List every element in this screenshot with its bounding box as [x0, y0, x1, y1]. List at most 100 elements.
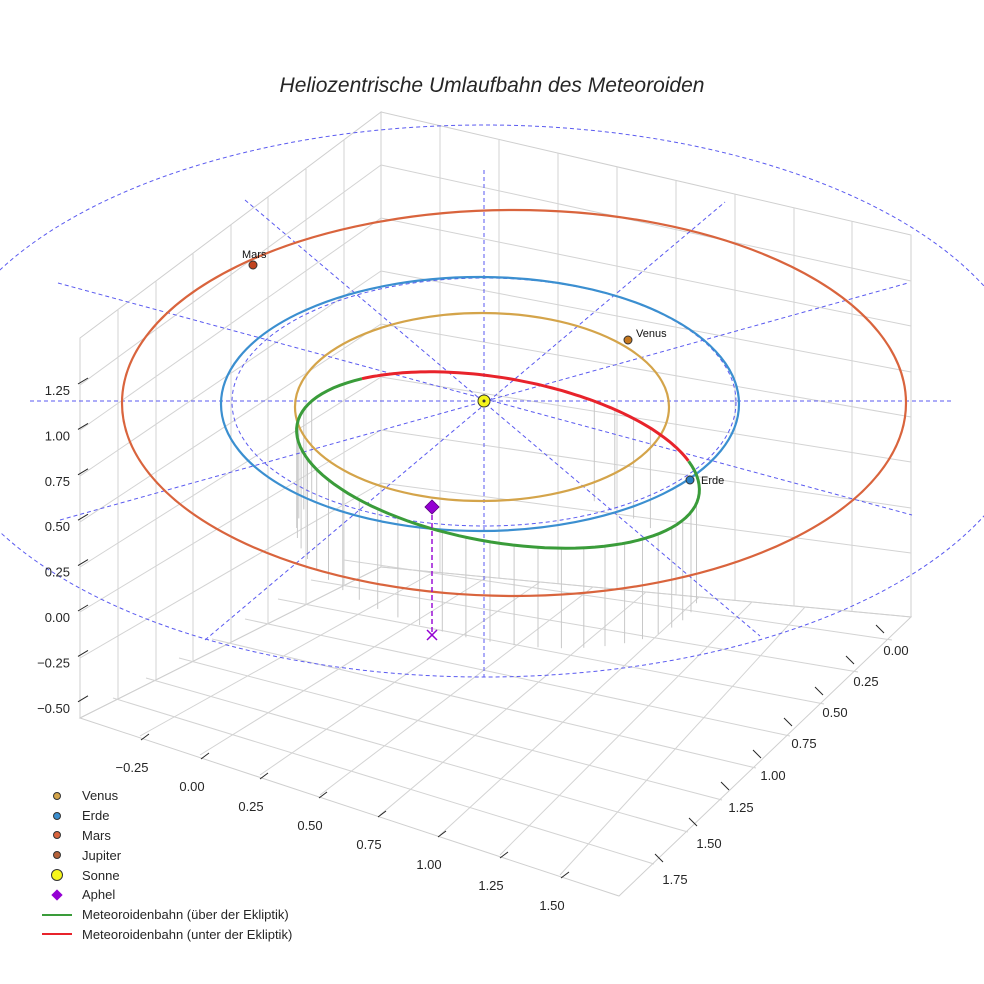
y-tick-mark	[752, 749, 762, 759]
x-tick-label: −0.25	[116, 760, 149, 775]
legend-symbol	[40, 828, 74, 842]
legend: Venus Erde Mars Jupiter Sonne Aphel Meteoroide…	[40, 786, 292, 944]
meteoroid-orbit	[295, 370, 701, 550]
legend-item: Aphel	[40, 885, 292, 905]
chart-title: Heliozentrische Umlaufbahn des Meteoroid…	[279, 74, 705, 97]
y-tick-mark	[783, 717, 793, 727]
x-tick-mark	[140, 733, 150, 741]
z-tick-label: 0.75	[45, 474, 70, 489]
y-tick-mark	[845, 655, 855, 665]
z-tick-label: −0.25	[37, 655, 70, 670]
x-tick-label: 1.50	[539, 898, 564, 913]
guide-line-diagonal-2	[204, 201, 726, 641]
legend-symbol	[40, 789, 74, 803]
floor-plane	[78, 566, 913, 897]
legend-symbol	[40, 927, 74, 941]
legend-label: Meteoroidenbahn (unter der Ekliptik)	[82, 926, 293, 942]
mars-orbit	[120, 208, 908, 598]
z-axis: 1.25 1.00 0.75 0.50 0.25 0.00 −0.25 −0.50	[37, 377, 89, 716]
legend-item: Mars	[40, 826, 292, 846]
erde-marker	[685, 475, 695, 485]
mars-label: Mars	[242, 249, 267, 261]
x-tick-mark	[560, 871, 570, 879]
legend-label: Jupiter	[82, 847, 122, 863]
erde-orbit	[219, 275, 741, 533]
erde-label: Erde	[701, 475, 724, 487]
venus-orbit	[293, 311, 671, 503]
legend-marker	[53, 831, 61, 840]
z-tick-mark	[77, 422, 89, 430]
aphel-marker	[424, 499, 440, 515]
x-tick-mark	[259, 772, 269, 780]
y-tick-label: 0.00	[883, 643, 908, 658]
legend-marker	[51, 889, 63, 901]
back-wall	[380, 111, 912, 618]
x-tick-mark	[200, 752, 210, 760]
legend-marker	[53, 791, 61, 800]
legend-symbol	[40, 868, 74, 882]
y-tick-mark	[875, 624, 885, 634]
legend-label: Meteoroidenbahn (über der Ekliptik)	[82, 907, 289, 923]
y-tick-mark	[720, 781, 730, 791]
z-tick-mark	[77, 649, 89, 657]
legend-symbol	[40, 809, 74, 823]
legend-item: Venus	[40, 786, 292, 806]
y-tick-label: 0.25	[853, 674, 878, 689]
y-tick-label: 1.25	[728, 800, 753, 815]
x-tick-label: 1.25	[478, 878, 503, 893]
meteoroid-orbit-below	[361, 370, 690, 462]
x-tick-mark	[318, 791, 328, 799]
legend-label: Aphel	[82, 887, 116, 903]
y-tick-label: 1.50	[696, 836, 721, 851]
z-tick-label: 0.00	[45, 610, 70, 625]
x-tick-mark	[499, 851, 509, 859]
legend-item: Erde	[40, 806, 292, 826]
x-tick-label: 0.50	[297, 818, 322, 833]
z-tick-mark	[77, 695, 89, 703]
venus-label: Venus	[636, 328, 667, 340]
legend-marker	[42, 933, 72, 936]
x-tick-mark	[377, 810, 387, 818]
mars-marker	[248, 260, 258, 270]
y-tick-label: 0.50	[822, 705, 847, 720]
x-tick-label: 0.00	[179, 779, 204, 794]
y-tick-label: 1.00	[760, 768, 785, 783]
legend-label: Venus	[82, 788, 119, 804]
y-tick-label: 0.75	[791, 736, 816, 751]
legend-item: Meteoroidenbahn (über der Ekliptik)	[40, 905, 292, 925]
legend-item: Sonne	[40, 865, 292, 885]
x-tick-mark	[437, 830, 447, 838]
legend-label: Mars	[82, 827, 111, 843]
z-tick-label: 0.50	[45, 519, 70, 534]
z-tick-mark	[77, 559, 89, 567]
guide-line-diagonal-1	[244, 199, 761, 637]
legend-marker	[53, 851, 61, 860]
projection-lines	[296, 401, 697, 649]
x-tick-label: 1.00	[416, 857, 441, 872]
y-tick-mark	[814, 686, 824, 696]
z-tick-label: 0.25	[45, 565, 70, 580]
x-axis: −0.25 0.00 0.25 0.50 0.75 1.00 1.25 1.50	[116, 733, 570, 913]
z-tick-mark	[77, 377, 89, 385]
y-tick-mark	[688, 817, 698, 827]
legend-label: Erde	[82, 808, 110, 824]
legend-symbol	[40, 888, 74, 902]
aphel-projection-marker	[426, 629, 438, 641]
legend-item: Meteoroidenbahn (unter der Ekliptik)	[40, 925, 292, 945]
y-tick-label: 1.75	[662, 872, 687, 887]
z-tick-mark	[77, 604, 89, 612]
legend-item: Jupiter	[40, 845, 292, 865]
y-axis: 0.00 0.25 0.50 0.75 1.00 1.25 1.50 1.75	[654, 624, 909, 887]
planet-orbits	[120, 208, 908, 598]
ecliptic-guides	[0, 124, 984, 678]
meteoroid-orbit-above	[295, 377, 701, 550]
x-tick-label: 0.25	[238, 799, 263, 814]
legend-symbol	[40, 908, 74, 922]
x-tick-label: 0.75	[356, 837, 381, 852]
sonne-center	[482, 399, 486, 403]
z-tick-mark	[77, 513, 89, 521]
z-tick-label: −0.50	[37, 701, 70, 716]
legend-marker	[42, 913, 72, 916]
legend-marker	[51, 869, 63, 882]
